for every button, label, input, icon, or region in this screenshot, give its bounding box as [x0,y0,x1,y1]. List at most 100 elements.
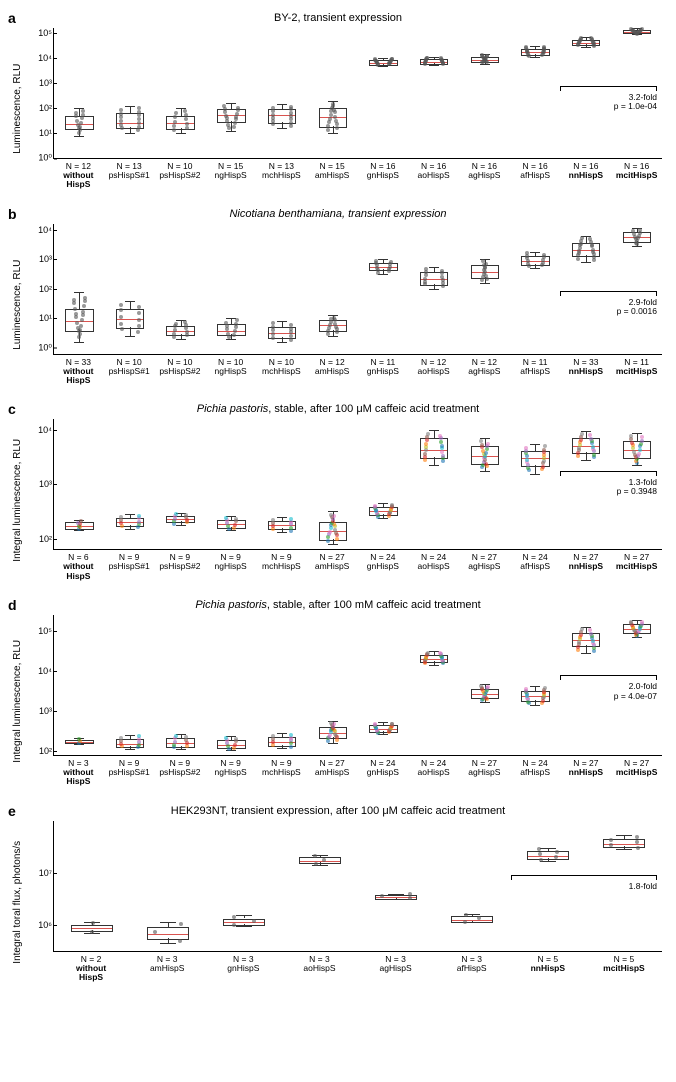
data-point [390,722,394,726]
p-value: p = 4.0e-07 [560,692,657,701]
x-label: withoutHispS [53,768,104,787]
data-point [543,686,547,690]
y-axis-label: Luminescence, RLU [10,28,23,190]
data-point [439,56,443,60]
data-point [184,513,188,517]
box [166,738,194,748]
data-point [271,336,275,340]
boxplot-5 [307,615,358,755]
data-point [174,734,178,738]
data-point [440,269,444,273]
boxplot-2 [155,615,206,755]
p-value: p = 1.0e-04 [560,102,657,111]
x-label: agHispS [459,562,510,581]
x-label: amHispS [307,367,358,386]
boxplot-4 [257,224,308,354]
data-point [271,113,275,117]
x-label: mchHispS [256,171,307,190]
data-point [580,432,584,436]
x-label: aoHispS [281,964,357,983]
data-point [235,318,239,322]
boxplot-8 [459,28,510,158]
y-axis-label: Integral toral flux, photons/s [10,821,23,983]
panel-label: e [8,803,16,819]
boxplot-6 [358,224,409,354]
box [166,116,194,131]
data-point [638,448,642,452]
data-point [326,539,330,543]
data-point [137,125,141,129]
x-label: afHispS [510,367,561,386]
boxplot-3 [206,615,257,755]
boxplot-2 [155,224,206,354]
x-label: nnHispS [561,562,612,581]
data-point [580,627,584,631]
plot-axes: 10⁶10⁷1.8-fold [53,821,662,952]
data-point [119,736,123,740]
x-row: withoutHispSamHispSgnHispSaoHispSagHispS… [53,964,662,983]
boxplot-5 [434,821,510,951]
data-point [635,835,639,839]
data-point [74,111,78,115]
y-tick: 10¹ [24,313,52,323]
y-tick: 10⁶ [24,920,52,930]
x-label: mcitHispS [611,367,662,386]
data-point [80,318,84,322]
boxplot-5 [307,224,358,354]
y-tick: 10⁰ [24,342,52,353]
data-point [426,651,430,655]
data-point [591,248,595,252]
data-point [172,128,176,132]
box [451,916,494,922]
panel-a: aBY-2, transient expressionLuminescence,… [10,12,666,190]
data-point [389,260,393,264]
data-point [609,843,613,847]
x-row: withoutHispSpsHispS#1psHispS#2ngHispSmch… [53,171,662,190]
data-point [289,733,293,737]
x-label: amHispS [129,964,205,983]
data-point [137,514,141,518]
data-point [233,121,237,125]
data-point [173,740,177,744]
x-label: gnHispS [358,562,409,581]
data-point [136,330,140,334]
data-point [441,454,445,458]
data-point [374,259,378,263]
boxplot-6 [358,419,409,549]
data-point [629,620,633,624]
data-point [335,537,339,541]
y-tick: 10³ [24,78,52,88]
box [166,326,194,337]
data-point [226,332,230,336]
boxplot-2 [155,28,206,158]
data-point [224,321,228,325]
boxplot-5 [307,28,358,158]
data-point [72,298,76,302]
data-point [271,321,275,325]
data-point [576,454,580,458]
data-point [589,632,593,636]
boxplot-4 [257,615,308,755]
data-point [331,102,335,106]
data-point [174,512,178,516]
data-point [541,465,545,469]
x-label: psHispS#2 [155,562,206,581]
data-point [334,119,338,123]
data-point [580,236,584,240]
x-label: aoHispS [408,171,459,190]
data-point [233,743,237,747]
boxplot-4 [257,28,308,158]
x-label: ngHispS [205,171,256,190]
data-point [81,113,85,117]
data-point [539,858,543,862]
data-point [289,526,293,530]
fold-change: 1.8-fold [511,882,657,891]
data-point [75,321,79,325]
data-point [73,307,77,311]
boxplot-5 [307,419,358,549]
y-tick: 10⁴ [24,666,52,676]
data-point [609,838,613,842]
data-point [174,322,178,326]
data-point [441,459,445,463]
x-label: afHispS [510,768,561,787]
